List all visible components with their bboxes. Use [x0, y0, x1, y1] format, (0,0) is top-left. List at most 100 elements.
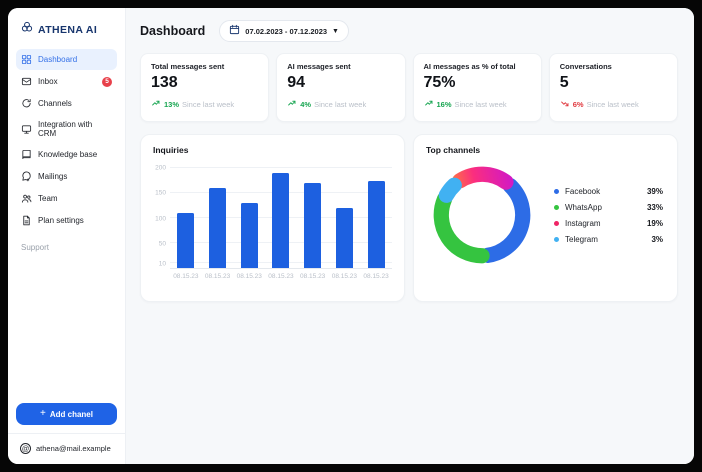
legend-value: 19% — [646, 218, 663, 228]
date-range-text: 07.02.2023 - 07.12.2023 — [245, 26, 328, 36]
plot-area — [170, 163, 392, 269]
x-tick-label: 08.15.23 — [331, 273, 358, 280]
sidebar-item-inbox[interactable]: Inbox 5 — [16, 71, 117, 92]
legend-value: 33% — [646, 202, 663, 212]
x-tick-label: 08.15.23 — [204, 273, 231, 280]
account-email: athena@mail.example — [36, 444, 111, 453]
sidebar-item-channels[interactable]: Channels — [16, 93, 117, 114]
sidebar-item-team[interactable]: Team — [16, 188, 117, 209]
trend-down-icon — [560, 95, 570, 113]
sidebar-item-label: Mailings — [38, 172, 68, 181]
crm-icon — [21, 124, 32, 135]
channels-icon — [21, 98, 32, 109]
stat-title: Conversations — [559, 62, 612, 71]
trend-up-icon — [424, 95, 434, 113]
stat-value: 5 — [559, 74, 569, 91]
inquiries-bar — [177, 213, 195, 268]
stat-value: 75% — [423, 74, 456, 91]
y-tick-label: 10 — [158, 260, 166, 268]
calendar-icon — [229, 22, 240, 40]
add-channel-label: Add chanel — [49, 409, 93, 419]
donut-segment-whatsapp — [433, 191, 490, 264]
top-channels-donut — [433, 166, 531, 264]
plus-icon: + — [40, 408, 46, 419]
date-range-picker[interactable]: 07.02.2023 - 07.12.2023 ▼ — [219, 20, 349, 42]
sidebar-item-label: Dashboard — [38, 55, 78, 64]
legend-item-instagram: Instagram 19% — [554, 219, 663, 228]
delta-percent: 6% — [572, 99, 584, 109]
stat-card-total-messages-sent: Total messages sent 138 13% Since last week — [140, 53, 270, 122]
stat-card-ai-messages-sent: AI messages sent 94 4% Since last week — [276, 53, 406, 122]
delta-note: Since last week — [454, 99, 507, 109]
x-tick-label: 08.15.23 — [173, 273, 199, 280]
sidebar-item-integration-with-crm[interactable]: Integration with CRM — [16, 115, 117, 143]
legend-dot — [554, 188, 559, 194]
logo: ATHENA AI — [16, 18, 117, 49]
x-tick-label: 08.15.23 — [363, 273, 389, 280]
team-icon — [21, 193, 32, 204]
delta-percent: 16% — [436, 99, 452, 109]
sidebar-item-label: Plan settings — [38, 216, 84, 225]
athena-logo-icon — [20, 20, 34, 39]
header: Dashboard 07.02.2023 - 07.12.2023 ▼ — [140, 20, 678, 42]
main-content: Dashboard 07.02.2023 - 07.12.2023 ▼ Tota… — [126, 8, 694, 464]
donut-segment-instagram — [452, 166, 514, 190]
charts-row: Inquiries 200 150 100 50 10 08.15.23 08.15.23… — [140, 134, 678, 302]
avatar-icon: @ — [20, 443, 31, 454]
plan-icon — [21, 215, 32, 226]
x-axis-labels: 08.15.23 08.15.23 08.15.23 08.15.23 08.15.23… — [170, 273, 392, 280]
donut-segment-telegram — [438, 177, 462, 203]
legend-dot — [554, 220, 559, 226]
legend-item-telegram: Telegram 3% — [554, 235, 663, 244]
inquiries-bar — [335, 208, 353, 268]
stat-title: AI messages sent — [287, 62, 351, 71]
sidebar-item-support[interactable]: Support — [21, 243, 50, 252]
chevron-down-icon: ▼ — [332, 27, 339, 35]
legend-name: Telegram — [565, 234, 598, 244]
sidebar-item-label: Channels — [38, 99, 72, 108]
top-channels-title: Top channels — [426, 145, 481, 155]
top-channels-legend: Facebook 39% WhatsApp 33% Instagram 19% Telegr… — [538, 187, 665, 244]
inquiries-bar — [367, 180, 385, 268]
sidebar-item-mailings[interactable]: Mailings — [16, 166, 117, 187]
sidebar-item-dashboard[interactable]: Dashboard — [16, 49, 117, 70]
inquiries-bar — [272, 173, 290, 268]
account-row[interactable]: @ athena@mail.example — [8, 433, 125, 456]
inquiries-bar — [240, 203, 258, 268]
y-tick-label: 200 — [155, 164, 166, 172]
y-axis: 200 150 100 50 10 — [153, 163, 170, 269]
x-tick-label: 08.15.23 — [236, 273, 262, 280]
page-title: Dashboard — [140, 24, 206, 38]
legend-dot — [554, 204, 559, 210]
inbox-icon — [21, 76, 32, 87]
inquiries-bar — [304, 183, 322, 268]
sidebar-item-label: Inbox — [38, 77, 58, 86]
logo-text: ATHENA AI — [38, 23, 98, 36]
legend-name: Facebook — [565, 186, 601, 196]
knowledge-icon — [21, 149, 32, 160]
donut-segment-facebook — [480, 178, 531, 263]
trend-up-icon — [287, 95, 297, 113]
legend-name: Instagram — [565, 218, 601, 228]
sidebar-item-label: Integration with CRM — [38, 120, 93, 138]
sidebar: ATHENA AI Dashboard Inbox 5 Channels Integra… — [8, 8, 126, 464]
legend-item-whatsapp: WhatsApp 33% — [554, 203, 663, 212]
delta-percent: 4% — [300, 99, 312, 109]
sidebar-item-knowledge-base[interactable]: Knowledge base — [16, 144, 117, 165]
mailings-icon — [21, 171, 32, 182]
y-tick-label: 150 — [155, 189, 166, 197]
app-window: ATHENA AI Dashboard Inbox 5 Channels Integra… — [8, 8, 694, 464]
stat-card-ai-messages-as-of-total: AI messages as % of total 75% 16% Since las… — [412, 53, 542, 122]
stat-value: 138 — [151, 74, 178, 91]
legend-item-facebook: Facebook 39% — [554, 187, 663, 196]
top-channels-card: Top channels Facebook 39% WhatsApp 33% Insta… — [413, 134, 678, 302]
sidebar-item-label: Knowledge base — [38, 150, 98, 159]
sidebar-item-plan-settings[interactable]: Plan settings — [16, 210, 117, 231]
stat-title: AI messages as % of total — [423, 62, 516, 71]
add-channel-button[interactable]: + Add chanel — [16, 403, 117, 425]
inquiries-bar — [209, 188, 227, 268]
inquiries-chart-title: Inquiries — [153, 145, 189, 155]
stat-cards-row: Total messages sent 138 13% Since last week… — [140, 53, 678, 122]
legend-value: 3% — [651, 234, 663, 244]
trend-up-icon — [151, 95, 161, 113]
